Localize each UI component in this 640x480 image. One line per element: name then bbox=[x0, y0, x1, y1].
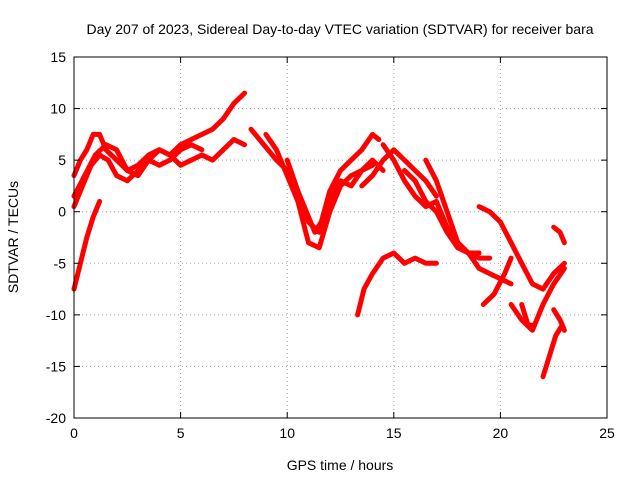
series-track-19 bbox=[551, 224, 567, 246]
series-track-11 bbox=[423, 157, 514, 287]
x-tick-label: 15 bbox=[386, 425, 402, 441]
series-track-5 bbox=[248, 126, 382, 235]
y-tick-label: -5 bbox=[54, 255, 67, 271]
series-track-12 bbox=[355, 250, 439, 318]
y-tick-label: -10 bbox=[46, 307, 66, 323]
x-tick-label: 25 bbox=[599, 425, 615, 441]
y-tick-label: -15 bbox=[46, 358, 66, 374]
x-tick-label: 5 bbox=[177, 425, 185, 441]
x-axis-label: GPS time / hours bbox=[287, 457, 394, 473]
series-track-14 bbox=[480, 255, 514, 307]
series-track-18 bbox=[551, 307, 567, 333]
series-track-3 bbox=[71, 142, 205, 210]
y-tick-label: 10 bbox=[50, 101, 66, 117]
y-tick-label: 0 bbox=[58, 204, 66, 220]
x-tick-label: 0 bbox=[70, 425, 78, 441]
series-track-1 bbox=[71, 90, 248, 179]
series-track-9 bbox=[380, 142, 482, 256]
grid-layer bbox=[74, 57, 607, 418]
y-tick-label: 15 bbox=[50, 49, 66, 65]
y-axis-label: SDTVAR / TECUs bbox=[5, 181, 21, 293]
x-tick-label: 20 bbox=[493, 425, 509, 441]
series-track-7 bbox=[284, 157, 375, 235]
x-tick-label: 10 bbox=[279, 425, 295, 441]
series-track-6 bbox=[263, 131, 386, 251]
series-track-15 bbox=[508, 265, 567, 333]
series-track-16 bbox=[519, 302, 537, 328]
plot-frame bbox=[73, 56, 608, 419]
y-tick-label: -20 bbox=[46, 410, 66, 426]
series-track-10 bbox=[402, 168, 493, 261]
series-track-13 bbox=[476, 204, 567, 292]
series-track-2 bbox=[71, 137, 248, 199]
chart-title: Day 207 of 2023, Sidereal Day-to-day VTE… bbox=[86, 21, 593, 37]
series-track-17 bbox=[540, 322, 565, 380]
series-track-8 bbox=[359, 147, 439, 199]
series-layer bbox=[71, 90, 567, 380]
series-track-4 bbox=[71, 198, 103, 292]
y-tick-label: 5 bbox=[58, 152, 66, 168]
tick-layer: 0 5 10 15 20 25 -20 -15 -10 -5 0 5 10 15 bbox=[46, 49, 615, 441]
